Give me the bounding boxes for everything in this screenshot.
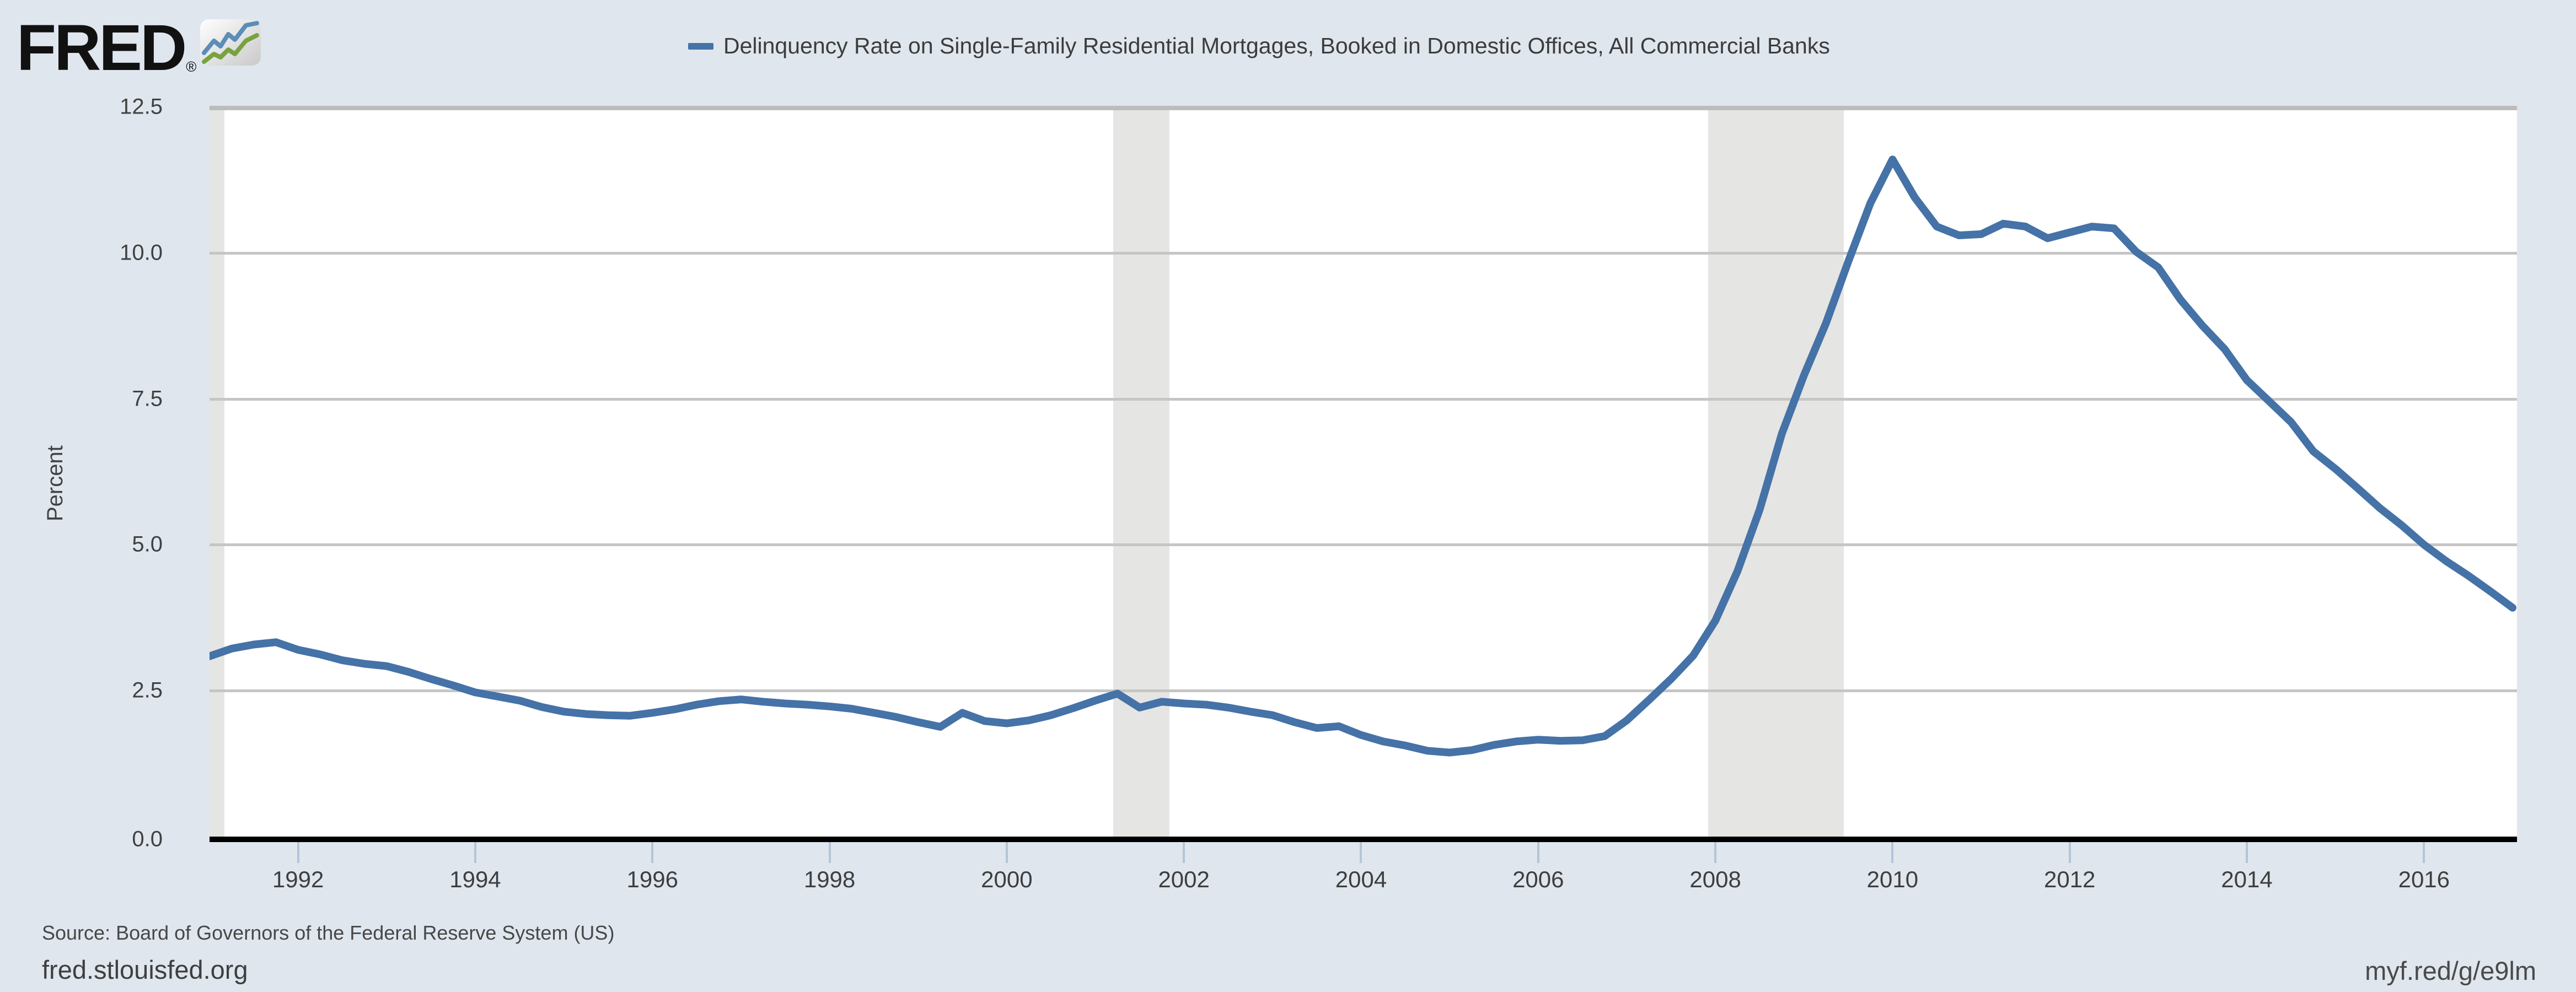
- recession-band: [210, 107, 225, 837]
- legend-line-marker: [688, 42, 713, 50]
- x-tick-label-2016: 2016: [2398, 866, 2450, 892]
- plot-area[interactable]: [210, 106, 2517, 837]
- fred-logo-chart-icon: [200, 19, 261, 69]
- y-tick-label-12.5: 12.5: [120, 94, 163, 119]
- delinquency-rate-line-svg: [210, 155, 2516, 757]
- x-tick-1992: [297, 842, 299, 863]
- x-tick-label-1998: 1998: [803, 866, 856, 892]
- y-tick-label-2.5: 2.5: [132, 678, 163, 703]
- x-tick-label-2000: 2000: [981, 866, 1033, 892]
- x-tick-label-2010: 2010: [1866, 866, 1919, 892]
- x-tick-1996: [651, 842, 654, 863]
- x-tick-label-2006: 2006: [1512, 866, 1564, 892]
- y-tick-label-7.5: 7.5: [132, 386, 163, 411]
- x-tick-2008: [1714, 842, 1717, 863]
- fred-logo-registered-mark: ®: [186, 58, 197, 75]
- recession-band: [1708, 107, 1844, 837]
- legend: Delinquency Rate on Single-Family Reside…: [688, 33, 1830, 59]
- recession-band: [1113, 107, 1170, 837]
- x-tick-label-2002: 2002: [1158, 866, 1210, 892]
- gridline-2.5: [210, 689, 2517, 693]
- x-tick-2006: [1537, 842, 1539, 863]
- fred-site-link[interactable]: fred.stlouisfed.org: [42, 955, 248, 984]
- x-tick-label-1994: 1994: [449, 866, 501, 892]
- fred-logo[interactable]: FRED ®: [17, 15, 261, 80]
- x-tick-2012: [2068, 842, 2071, 863]
- source-attribution: Source: Board of Governors of the Federa…: [42, 921, 615, 944]
- x-tick-1998: [828, 842, 831, 863]
- x-tick-2000: [1005, 842, 1008, 863]
- delinquency-rate-line[interactable]: [210, 155, 2516, 757]
- x-tick-label-2012: 2012: [2043, 866, 2096, 892]
- chart-short-link[interactable]: myf.red/g/e9lm: [2365, 956, 2536, 985]
- y-tick-label-0.0: 0.0: [132, 827, 163, 851]
- x-tick-2016: [2423, 842, 2425, 863]
- x-tick-label-2004: 2004: [1335, 866, 1387, 892]
- x-axis-line: [210, 837, 2517, 842]
- x-tick-label-1996: 1996: [626, 866, 678, 892]
- gridline-12.5: [210, 106, 2517, 110]
- y-tick-label-5.0: 5.0: [132, 532, 163, 557]
- x-tick-label-2008: 2008: [1689, 866, 1741, 892]
- x-tick-2010: [1891, 842, 1894, 863]
- gridline-10.0: [210, 251, 2517, 255]
- x-tick-2004: [1360, 842, 1362, 863]
- gridline-5.0: [210, 543, 2517, 547]
- x-tick-label-2014: 2014: [2221, 866, 2273, 892]
- x-tick-2002: [1183, 842, 1185, 863]
- legend-series-label[interactable]: Delinquency Rate on Single-Family Reside…: [723, 33, 1830, 58]
- y-axis-title: Percent: [43, 445, 67, 521]
- x-tick-1994: [474, 842, 476, 863]
- x-tick-2014: [2246, 842, 2248, 863]
- fred-logo-text: FRED: [17, 12, 187, 84]
- y-tick-label-10.0: 10.0: [120, 240, 163, 265]
- x-tick-label-1992: 1992: [272, 866, 324, 892]
- gridline-7.5: [210, 397, 2517, 401]
